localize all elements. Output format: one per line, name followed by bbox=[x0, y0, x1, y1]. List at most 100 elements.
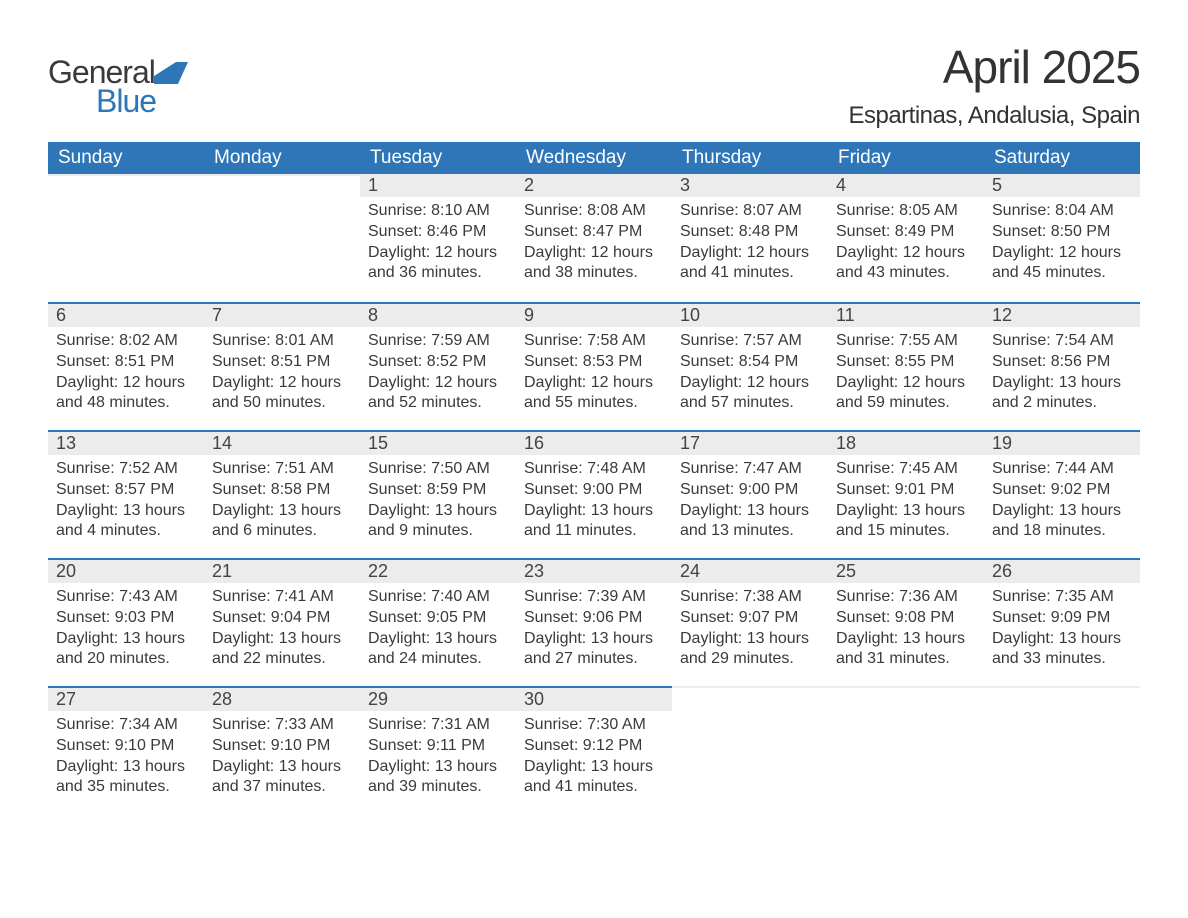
day-body: Sunrise: 8:10 AMSunset: 8:46 PMDaylight:… bbox=[360, 197, 516, 288]
day-body: Sunrise: 7:38 AMSunset: 9:07 PMDaylight:… bbox=[672, 583, 828, 674]
daylight-line: Daylight: 12 hours and 36 minutes. bbox=[368, 243, 508, 285]
day-body: Sunrise: 7:47 AMSunset: 9:00 PMDaylight:… bbox=[672, 455, 828, 546]
daylight-line: Daylight: 13 hours and 15 minutes. bbox=[836, 501, 976, 543]
calendar-cell bbox=[672, 686, 828, 814]
day-body: Sunrise: 7:58 AMSunset: 8:53 PMDaylight:… bbox=[516, 327, 672, 418]
weekday-header: Tuesday bbox=[360, 142, 516, 174]
daylight-line: Daylight: 12 hours and 43 minutes. bbox=[836, 243, 976, 285]
sunrise-line: Sunrise: 7:31 AM bbox=[368, 715, 508, 736]
sunset-line: Sunset: 9:08 PM bbox=[836, 608, 976, 629]
weekday-header: Wednesday bbox=[516, 142, 672, 174]
sunrise-line: Sunrise: 8:04 AM bbox=[992, 201, 1132, 222]
sunset-line: Sunset: 9:03 PM bbox=[56, 608, 196, 629]
day-number: 13 bbox=[48, 430, 204, 455]
sunrise-line: Sunrise: 7:59 AM bbox=[368, 331, 508, 352]
day-body: Sunrise: 8:07 AMSunset: 8:48 PMDaylight:… bbox=[672, 197, 828, 288]
daylight-line: Daylight: 13 hours and 37 minutes. bbox=[212, 757, 352, 799]
sunset-line: Sunset: 9:06 PM bbox=[524, 608, 664, 629]
daylight-line: Daylight: 13 hours and 41 minutes. bbox=[524, 757, 664, 799]
sunrise-line: Sunrise: 8:08 AM bbox=[524, 201, 664, 222]
sunrise-line: Sunrise: 7:52 AM bbox=[56, 459, 196, 480]
sunrise-line: Sunrise: 7:50 AM bbox=[368, 459, 508, 480]
daylight-line: Daylight: 12 hours and 59 minutes. bbox=[836, 373, 976, 415]
day-number: 5 bbox=[984, 174, 1140, 197]
day-number: 10 bbox=[672, 302, 828, 327]
flag-icon bbox=[154, 62, 188, 89]
sunrise-line: Sunrise: 7:40 AM bbox=[368, 587, 508, 608]
calendar-week-row: 20Sunrise: 7:43 AMSunset: 9:03 PMDayligh… bbox=[48, 558, 1140, 686]
sunrise-line: Sunrise: 7:35 AM bbox=[992, 587, 1132, 608]
sunset-line: Sunset: 9:05 PM bbox=[368, 608, 508, 629]
day-number: 8 bbox=[360, 302, 516, 327]
sunset-line: Sunset: 9:10 PM bbox=[56, 736, 196, 757]
sunrise-line: Sunrise: 8:10 AM bbox=[368, 201, 508, 222]
calendar-cell: 20Sunrise: 7:43 AMSunset: 9:03 PMDayligh… bbox=[48, 558, 204, 686]
day-body: Sunrise: 7:40 AMSunset: 9:05 PMDaylight:… bbox=[360, 583, 516, 674]
day-number: 26 bbox=[984, 558, 1140, 583]
daylight-line: Daylight: 13 hours and 35 minutes. bbox=[56, 757, 196, 799]
daylight-line: Daylight: 12 hours and 48 minutes. bbox=[56, 373, 196, 415]
sunset-line: Sunset: 9:11 PM bbox=[368, 736, 508, 757]
calendar-cell: 10Sunrise: 7:57 AMSunset: 8:54 PMDayligh… bbox=[672, 302, 828, 430]
day-number: 16 bbox=[516, 430, 672, 455]
sunset-line: Sunset: 8:58 PM bbox=[212, 480, 352, 501]
daylight-line: Daylight: 13 hours and 9 minutes. bbox=[368, 501, 508, 543]
calendar-week-row: 27Sunrise: 7:34 AMSunset: 9:10 PMDayligh… bbox=[48, 686, 1140, 814]
day-body: Sunrise: 7:39 AMSunset: 9:06 PMDaylight:… bbox=[516, 583, 672, 674]
sunset-line: Sunset: 8:52 PM bbox=[368, 352, 508, 373]
calendar-cell: 7Sunrise: 8:01 AMSunset: 8:51 PMDaylight… bbox=[204, 302, 360, 430]
weekday-header: Saturday bbox=[984, 142, 1140, 174]
logo: General Blue bbox=[48, 40, 188, 116]
sunset-line: Sunset: 8:53 PM bbox=[524, 352, 664, 373]
calendar-cell: 22Sunrise: 7:40 AMSunset: 9:05 PMDayligh… bbox=[360, 558, 516, 686]
sunrise-line: Sunrise: 7:38 AM bbox=[680, 587, 820, 608]
calendar-cell: 28Sunrise: 7:33 AMSunset: 9:10 PMDayligh… bbox=[204, 686, 360, 814]
day-body: Sunrise: 7:41 AMSunset: 9:04 PMDaylight:… bbox=[204, 583, 360, 674]
sunset-line: Sunset: 8:56 PM bbox=[992, 352, 1132, 373]
sunset-line: Sunset: 8:57 PM bbox=[56, 480, 196, 501]
sunset-line: Sunset: 8:50 PM bbox=[992, 222, 1132, 243]
header: General Blue April 2025 Espartinas, Anda… bbox=[48, 40, 1140, 130]
sunrise-line: Sunrise: 7:54 AM bbox=[992, 331, 1132, 352]
day-body: Sunrise: 7:43 AMSunset: 9:03 PMDaylight:… bbox=[48, 583, 204, 674]
sunset-line: Sunset: 9:07 PM bbox=[680, 608, 820, 629]
logo-text: General Blue bbox=[48, 58, 156, 116]
day-body: Sunrise: 7:50 AMSunset: 8:59 PMDaylight:… bbox=[360, 455, 516, 546]
day-number bbox=[204, 174, 360, 176]
day-number: 28 bbox=[204, 686, 360, 711]
sunrise-line: Sunrise: 7:34 AM bbox=[56, 715, 196, 736]
calendar-cell: 17Sunrise: 7:47 AMSunset: 9:00 PMDayligh… bbox=[672, 430, 828, 558]
day-body: Sunrise: 7:54 AMSunset: 8:56 PMDaylight:… bbox=[984, 327, 1140, 418]
title-block: April 2025 Espartinas, Andalusia, Spain bbox=[848, 40, 1140, 130]
calendar-body: 1Sunrise: 8:10 AMSunset: 8:46 PMDaylight… bbox=[48, 174, 1140, 814]
weekday-header: Thursday bbox=[672, 142, 828, 174]
daylight-line: Daylight: 13 hours and 4 minutes. bbox=[56, 501, 196, 543]
sunrise-line: Sunrise: 8:02 AM bbox=[56, 331, 196, 352]
day-number: 1 bbox=[360, 174, 516, 197]
day-number bbox=[48, 174, 204, 176]
day-body: Sunrise: 8:01 AMSunset: 8:51 PMDaylight:… bbox=[204, 327, 360, 418]
daylight-line: Daylight: 12 hours and 45 minutes. bbox=[992, 243, 1132, 285]
day-number: 19 bbox=[984, 430, 1140, 455]
daylight-line: Daylight: 13 hours and 11 minutes. bbox=[524, 501, 664, 543]
calendar-cell: 12Sunrise: 7:54 AMSunset: 8:56 PMDayligh… bbox=[984, 302, 1140, 430]
calendar-cell: 29Sunrise: 7:31 AMSunset: 9:11 PMDayligh… bbox=[360, 686, 516, 814]
sunset-line: Sunset: 8:51 PM bbox=[56, 352, 196, 373]
day-body: Sunrise: 8:02 AMSunset: 8:51 PMDaylight:… bbox=[48, 327, 204, 418]
day-body: Sunrise: 7:52 AMSunset: 8:57 PMDaylight:… bbox=[48, 455, 204, 546]
weekday-header: Sunday bbox=[48, 142, 204, 174]
daylight-line: Daylight: 13 hours and 22 minutes. bbox=[212, 629, 352, 671]
sunrise-line: Sunrise: 8:07 AM bbox=[680, 201, 820, 222]
daylight-line: Daylight: 13 hours and 2 minutes. bbox=[992, 373, 1132, 415]
daylight-line: Daylight: 12 hours and 50 minutes. bbox=[212, 373, 352, 415]
calendar-cell: 13Sunrise: 7:52 AMSunset: 8:57 PMDayligh… bbox=[48, 430, 204, 558]
sunset-line: Sunset: 9:01 PM bbox=[836, 480, 976, 501]
calendar-cell bbox=[48, 174, 204, 302]
sunset-line: Sunset: 8:55 PM bbox=[836, 352, 976, 373]
sunset-line: Sunset: 9:04 PM bbox=[212, 608, 352, 629]
sunrise-line: Sunrise: 7:58 AM bbox=[524, 331, 664, 352]
calendar-cell: 8Sunrise: 7:59 AMSunset: 8:52 PMDaylight… bbox=[360, 302, 516, 430]
daylight-line: Daylight: 12 hours and 57 minutes. bbox=[680, 373, 820, 415]
day-number: 3 bbox=[672, 174, 828, 197]
calendar-cell: 25Sunrise: 7:36 AMSunset: 9:08 PMDayligh… bbox=[828, 558, 984, 686]
